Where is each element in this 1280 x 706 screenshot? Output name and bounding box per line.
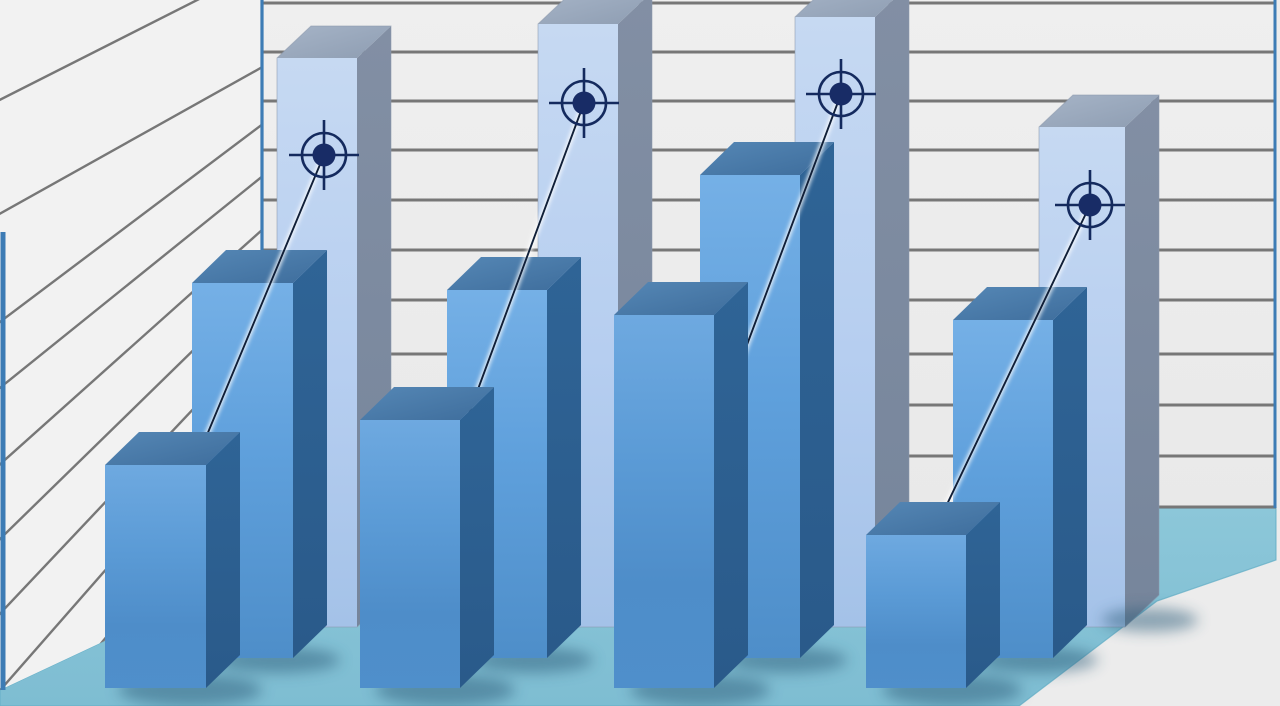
front-bar-5[interactable] [614,282,748,688]
target-markers [289,59,1125,240]
target-marker-4[interactable] [1055,170,1125,240]
target-marker-2[interactable] [549,68,619,138]
target-marker-3[interactable] [806,59,876,129]
target-marker-1[interactable] [289,120,359,190]
front-row-bars-front [105,282,1000,688]
front-bar-1[interactable] [105,432,240,688]
front-bar-3[interactable] [360,387,494,688]
front-bar-6[interactable] [700,142,834,658]
front-bar-7[interactable] [866,502,1000,688]
